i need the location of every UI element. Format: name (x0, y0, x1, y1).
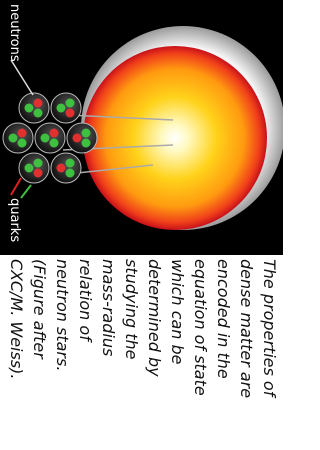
quark (50, 129, 59, 138)
caption-line: (Figure after (30, 259, 49, 360)
quark (25, 104, 34, 113)
caption-line: dense matter are (237, 259, 256, 398)
neutron (19, 93, 49, 123)
quark (66, 159, 75, 168)
neutron (3, 123, 33, 153)
quark (18, 139, 27, 148)
quark (57, 104, 66, 113)
quark (82, 139, 91, 148)
quark (66, 99, 75, 108)
caption-line: relation of (76, 259, 95, 343)
quark (73, 134, 82, 143)
quark (34, 169, 43, 178)
quark (57, 164, 66, 173)
neutron-star (81, 26, 283, 230)
caption-line: determined by (145, 259, 164, 377)
quark (50, 139, 59, 148)
neutron (51, 153, 81, 183)
caption-line: CXC/M. Weiss). (7, 259, 26, 380)
quark (41, 134, 50, 143)
quark (82, 129, 91, 138)
caption-line: equation of state (191, 259, 210, 396)
neutrons-label: neutrons (7, 4, 22, 62)
neutron (67, 123, 97, 153)
quark (34, 99, 43, 108)
caption-line: neutron stars. (53, 259, 72, 371)
caption-line: encoded in the (214, 259, 233, 379)
quark (18, 129, 27, 138)
caption-line: studying the (122, 259, 141, 360)
neutron (19, 153, 49, 183)
quark (34, 159, 43, 168)
neutron (51, 93, 81, 123)
quarks-label: quarks (7, 198, 22, 242)
quark (9, 134, 18, 143)
quark (66, 169, 75, 178)
quark (25, 164, 34, 173)
quark (34, 109, 43, 118)
quark (66, 109, 75, 118)
neutron (35, 123, 65, 153)
caption-line: which can be (168, 259, 187, 365)
caption-line: mass-radius (99, 259, 118, 356)
caption-line: The properties of (260, 259, 279, 399)
